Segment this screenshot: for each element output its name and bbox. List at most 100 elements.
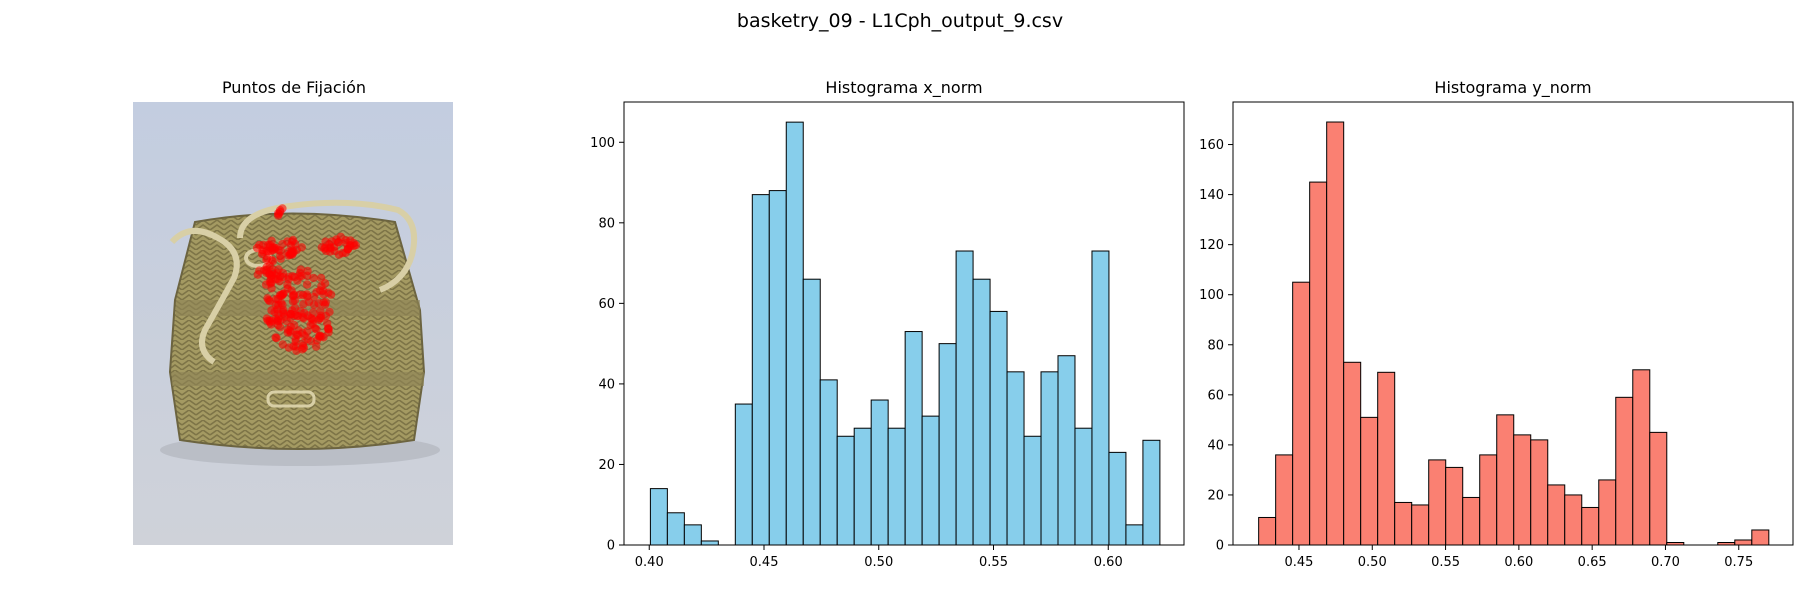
histogram-x-bars: [649, 121, 1161, 546]
fixation-point: [312, 342, 321, 351]
y-tick-label: 60: [1207, 388, 1224, 403]
fixation-point: [309, 273, 318, 283]
fixation-point: [292, 346, 301, 355]
fixation-point: [264, 247, 273, 256]
histogram-bar: [751, 194, 770, 546]
histogram-bar: [1734, 539, 1753, 546]
fixation-point: [276, 254, 285, 263]
histogram-x-ticks: 0.40 0.45 0.50 0.55 0.60 0 20 40 60 80 100: [590, 136, 1123, 570]
histogram-bar: [1598, 479, 1617, 546]
fixation-point: [288, 250, 297, 259]
histogram-bar: [972, 278, 991, 546]
fixation-point: [306, 314, 316, 323]
x-tick-label: 0.65: [1578, 555, 1607, 570]
histogram-bar: [904, 331, 923, 546]
histogram-bar: [921, 415, 940, 546]
fixation-point: [327, 237, 336, 246]
fixation-point: [279, 289, 288, 298]
histogram-bar: [1513, 434, 1532, 546]
y-tick-label: 0: [607, 539, 615, 554]
fixation-point: [321, 298, 330, 307]
histogram-bar: [1751, 529, 1770, 546]
histogram-bar: [819, 379, 838, 546]
histogram-bar: [1258, 516, 1277, 546]
fixation-point: [306, 337, 316, 346]
histogram-y-ticks: 0.45 0.50 0.55 0.60 0.65 0.70 0.75 0 20 40 60 80 100…: [1199, 138, 1753, 570]
histogram-x-panel: Histograma x_norm 0.40 0.45 0.50 0.55 0.60 0 2…: [590, 78, 1185, 570]
fixation-point: [276, 323, 285, 332]
photo-panel: Puntos de Fijación: [133, 78, 453, 545]
fixation-point: [302, 271, 312, 280]
histogram-bar: [666, 512, 685, 546]
fixation-point: [289, 290, 298, 299]
fixation-point: [291, 239, 300, 248]
histogram-x-title: Histograma x_norm: [825, 78, 982, 98]
x-tick-label: 0.45: [1284, 555, 1313, 570]
histogram-bar: [1377, 371, 1396, 546]
fixation-point: [302, 280, 312, 289]
histogram-bar: [870, 399, 889, 546]
fixation-point: [266, 275, 275, 284]
histogram-bar: [700, 540, 719, 546]
histogram-bar: [1496, 414, 1515, 546]
histogram-bar: [1343, 361, 1362, 546]
y-tick-label: 80: [598, 216, 615, 231]
fixation-point: [278, 239, 287, 249]
y-tick-label: 100: [1199, 288, 1224, 303]
histogram-bar: [1428, 459, 1447, 546]
fixation-point: [262, 253, 272, 263]
figure-title: basketry_09 - L1Cph_output_9.csv: [737, 10, 1063, 32]
histogram-bar: [853, 427, 872, 546]
y-tick-label: 100: [590, 136, 615, 151]
histogram-bar: [1309, 181, 1328, 546]
basket-rope: [237, 199, 418, 293]
fixation-point: [341, 236, 350, 245]
histogram-bar: [1360, 416, 1379, 546]
fixation-point: [319, 289, 328, 299]
x-tick-label: 0.50: [1358, 555, 1387, 570]
histogram-x-axes: [623, 101, 1185, 546]
histogram-bar: [1394, 501, 1413, 546]
histogram-bar: [1547, 484, 1566, 546]
fixation-point: [275, 206, 285, 215]
fixation-point: [351, 241, 360, 250]
basket-band: [172, 372, 424, 386]
histogram-bar: [1006, 371, 1025, 546]
histogram-bar: [887, 427, 906, 546]
y-tick-label: 20: [598, 458, 615, 473]
histogram-bar: [1125, 524, 1144, 546]
basket-photo: [133, 102, 453, 545]
fixation-point: [272, 333, 281, 343]
histogram-bar: [1411, 504, 1430, 546]
x-tick-label: 0.55: [979, 555, 1008, 570]
histogram-bar: [1057, 355, 1076, 546]
histogram-bar: [1040, 371, 1059, 546]
x-tick-label: 0.60: [1504, 555, 1533, 570]
histogram-bar: [683, 524, 702, 546]
y-tick-label: 120: [1199, 238, 1224, 253]
fixation-point: [292, 330, 301, 339]
histogram-bar: [1142, 439, 1161, 546]
fixation-point: [291, 337, 300, 346]
fixation-point: [264, 240, 273, 249]
fixation-point: [290, 320, 299, 330]
histogram-bar: [1649, 431, 1668, 546]
fixation-point: [278, 300, 287, 310]
histogram-y-panel: Histograma y_norm 0.45 0.50 0.55 0.60 0.65 0.…: [1199, 78, 1794, 570]
x-tick-label: 0.45: [750, 555, 779, 570]
histogram-bar: [1023, 435, 1042, 546]
histogram-bar: [1108, 451, 1127, 546]
histogram-bar: [1462, 496, 1481, 546]
y-tick-label: 0: [1216, 539, 1224, 554]
fixation-point: [286, 310, 295, 319]
histogram-y-title: Histograma y_norm: [1434, 78, 1591, 98]
histogram-bar: [836, 435, 855, 546]
histogram-bar: [1632, 369, 1651, 546]
fixation-point: [303, 327, 312, 336]
fixation-point: [278, 307, 288, 317]
y-tick-label: 160: [1199, 138, 1224, 153]
histogram-y-bars: [1258, 121, 1770, 546]
histogram-bar: [802, 278, 821, 546]
fixation-point: [299, 338, 308, 348]
